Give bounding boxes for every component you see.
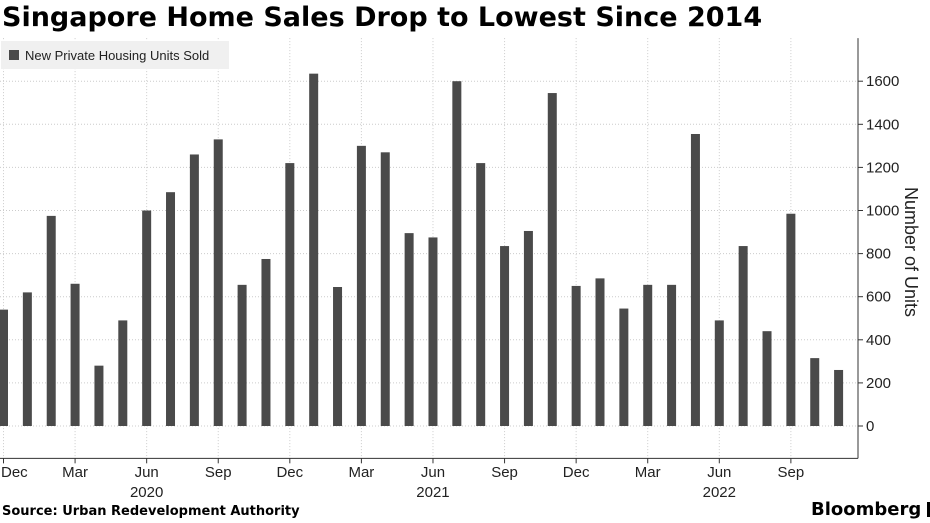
bar xyxy=(166,192,176,426)
x-tick-label-month: Mar xyxy=(62,464,88,481)
bloomberg-terminal-icon xyxy=(927,502,930,517)
x-tick-label-month: Dec xyxy=(1,464,28,481)
bar xyxy=(94,365,104,426)
bar xyxy=(643,284,653,426)
axes xyxy=(0,38,863,464)
legend-label: New Private Housing Units Sold xyxy=(25,47,210,63)
bar xyxy=(309,73,319,426)
bar xyxy=(46,215,56,426)
bar xyxy=(523,230,533,426)
y-tick-label: 1200 xyxy=(866,159,899,176)
bar xyxy=(22,292,32,426)
bar xyxy=(500,246,510,426)
bar xyxy=(118,320,128,426)
x-tick-label-month: Jun xyxy=(135,464,159,481)
bar xyxy=(356,145,366,426)
bar xyxy=(595,278,605,426)
brand-name: Bloomberg xyxy=(811,499,922,520)
bar xyxy=(690,133,700,426)
bar xyxy=(0,309,8,426)
y-tick-label: 1400 xyxy=(866,116,899,133)
brand-logo: Bloomberg xyxy=(811,499,930,520)
y-tick-label: 800 xyxy=(866,246,891,263)
x-tick-label-month: Dec xyxy=(563,464,590,481)
bar xyxy=(762,331,772,426)
bar xyxy=(404,233,414,426)
bar xyxy=(810,358,820,426)
x-tick-label-month: Sep xyxy=(205,464,232,481)
bar xyxy=(667,284,677,426)
bar xyxy=(380,152,390,426)
bar xyxy=(571,285,581,426)
x-tick-label-year: 2022 xyxy=(703,484,736,501)
x-tick-label-month: Sep xyxy=(778,464,805,481)
x-tick-label-month: Dec xyxy=(276,464,303,481)
bar xyxy=(476,163,486,426)
chart-title: Singapore Home Sales Drop to Lowest Sinc… xyxy=(2,2,763,33)
bar xyxy=(714,320,724,426)
bar xyxy=(261,258,271,426)
bar xyxy=(189,154,199,426)
y-tick-label: 1600 xyxy=(866,73,899,90)
bar xyxy=(213,139,223,426)
bar-series xyxy=(0,73,844,427)
x-tick-label-month: Mar xyxy=(635,464,661,481)
bar xyxy=(452,81,462,426)
bar xyxy=(738,246,748,426)
y-tick-label: 200 xyxy=(866,375,891,392)
bar xyxy=(619,308,629,426)
y-tick-label: 0 xyxy=(866,418,874,435)
bar xyxy=(786,213,796,426)
x-tick-label-year: 2020 xyxy=(130,484,163,501)
bar xyxy=(285,163,295,426)
legend: New Private Housing Units Sold xyxy=(1,41,229,69)
x-tick-label-month: Sep xyxy=(491,464,518,481)
bar xyxy=(237,284,247,426)
y-tick-labels: 0 200 400 600 800 1000 1200 1400 1600 xyxy=(866,73,899,435)
x-tick-label-month: Jun xyxy=(707,464,731,481)
source-note: Source: Urban Redevelopment Authority xyxy=(2,504,300,519)
y-tick-label: 600 xyxy=(866,289,891,306)
legend-swatch xyxy=(9,50,19,60)
bar xyxy=(142,210,152,426)
x-tick-labels: Dec Mar Jun 2020 Sep Dec Mar Jun 2021 Sep Dec Mar Ju… xyxy=(1,464,804,501)
x-tick-label-month: Jun xyxy=(421,464,445,481)
x-tick-label-year: 2021 xyxy=(416,484,449,501)
y-axis-label: Number of Units xyxy=(901,187,921,317)
bar xyxy=(834,369,844,426)
bar xyxy=(333,287,343,426)
bar xyxy=(70,283,80,426)
y-tick-label: 400 xyxy=(866,332,891,349)
bar xyxy=(547,93,557,427)
y-tick-label: 1000 xyxy=(866,203,899,220)
x-tick-label-month: Mar xyxy=(348,464,374,481)
bar xyxy=(428,237,438,426)
